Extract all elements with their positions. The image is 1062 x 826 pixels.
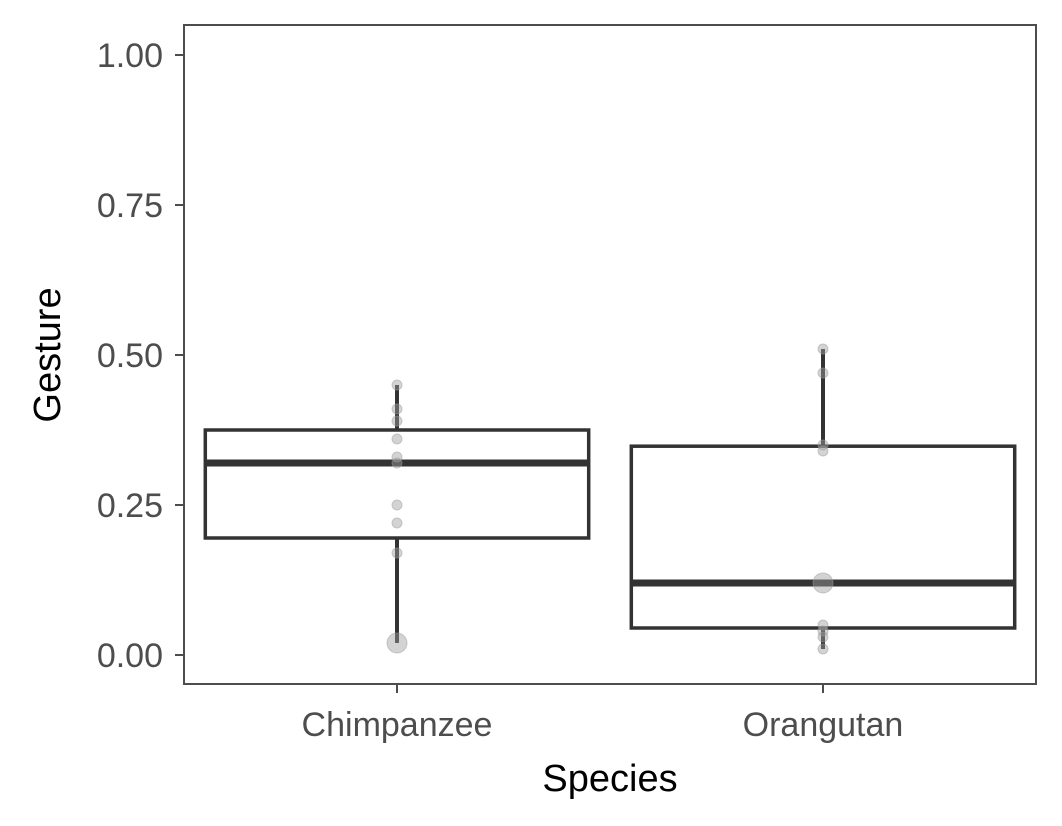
data-point [817, 439, 829, 451]
data-point [386, 632, 408, 654]
data-points [386, 343, 834, 655]
data-point [817, 445, 829, 457]
x-axis: Chimpanzee Orangutan [302, 684, 904, 744]
x-axis-title: Species [542, 758, 677, 800]
data-point [391, 547, 403, 559]
data-point [391, 403, 403, 415]
data-point [391, 451, 403, 463]
data-point [391, 379, 403, 391]
y-axis: 0.00 0.25 0.50 0.75 1.00 [97, 37, 184, 675]
data-point [817, 619, 829, 631]
y-tick-label: 0.50 [97, 337, 163, 375]
data-point [391, 517, 403, 529]
data-point [391, 415, 403, 427]
data-point [391, 499, 403, 511]
data-point [812, 572, 834, 594]
x-tick-label: Chimpanzee [302, 706, 493, 744]
data-point [817, 343, 829, 355]
data-point [391, 433, 403, 445]
data-point [817, 625, 829, 637]
data-point [817, 631, 829, 643]
data-point [817, 367, 829, 379]
box-iqr [203, 428, 591, 540]
y-tick-label: 0.25 [97, 487, 163, 525]
x-tick-label: Orangutan [743, 706, 904, 744]
y-tick-label: 0.00 [97, 637, 163, 675]
data-point [391, 457, 403, 469]
boxes [203, 349, 1017, 649]
y-tick-label: 1.00 [97, 37, 163, 75]
data-point [817, 643, 829, 655]
plot-panel-border [183, 24, 1037, 685]
y-axis-title: Gesture [27, 287, 69, 422]
y-tick-label: 0.75 [97, 187, 163, 225]
